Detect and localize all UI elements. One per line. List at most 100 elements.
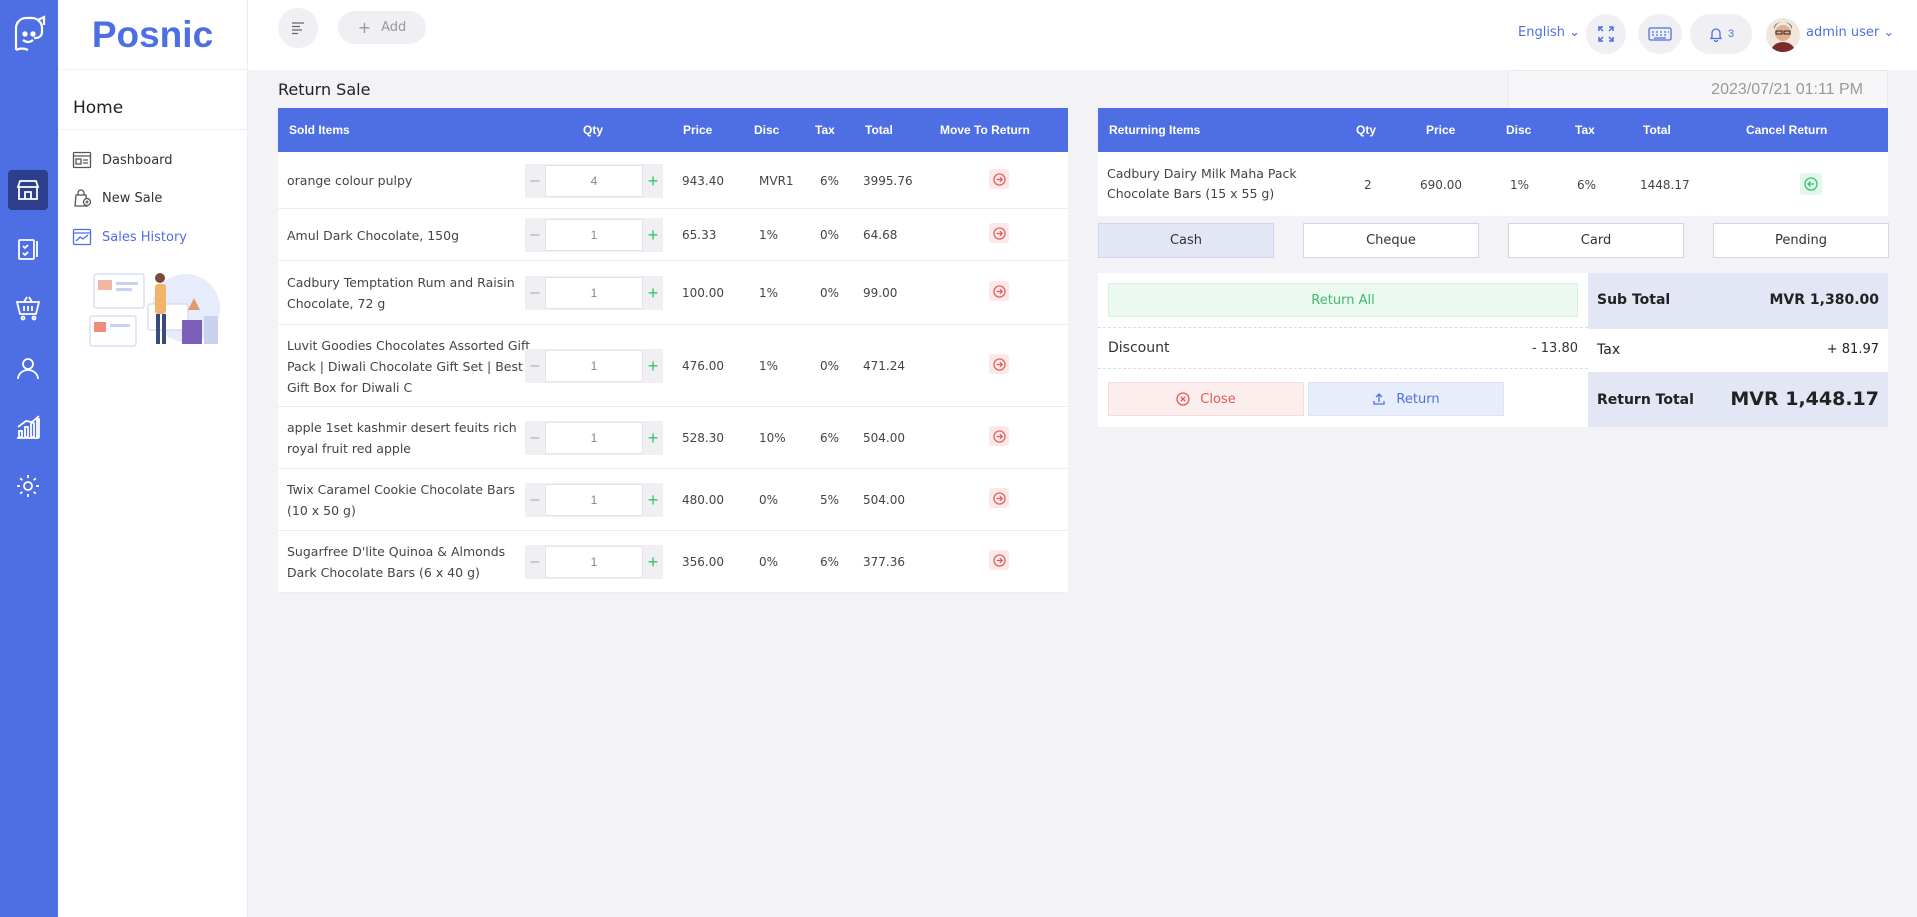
dashboard-icon: [72, 151, 92, 169]
tax-value: 0%: [820, 228, 840, 242]
add-button[interactable]: + Add: [338, 11, 426, 44]
decrement-button[interactable]: –: [530, 429, 540, 446]
item-name-line: Cadbury Dairy Milk Maha Pack: [1107, 166, 1297, 181]
close-button[interactable]: Close: [1108, 382, 1304, 416]
qty-input[interactable]: 1: [545, 277, 643, 309]
menu-item-dashboard[interactable]: Dashboard: [72, 150, 173, 170]
header-move-to-return: Move To Return: [940, 123, 1030, 137]
increment-button[interactable]: +: [647, 427, 659, 448]
item-name-line: Twix Caramel Cookie Chocolate Bars: [287, 482, 515, 497]
item-name-line: Chocolate, 72 g: [287, 296, 386, 311]
qty-input[interactable]: 1: [545, 484, 643, 516]
keyboard-button[interactable]: [1638, 14, 1682, 54]
item-name-line: Amul Dark Chocolate, 150g: [287, 228, 460, 243]
store-icon[interactable]: [8, 170, 48, 210]
total-value: 99.00: [863, 286, 898, 300]
disc-value: 0%: [759, 555, 779, 569]
tax-value: 0%: [820, 359, 840, 373]
qty-input[interactable]: 4: [545, 165, 643, 197]
page-title: Return Sale: [278, 80, 371, 99]
avatar[interactable]: [1766, 18, 1800, 52]
item-name: Luvit Goodies Chocolates Assorted Gift Pa…: [287, 335, 530, 398]
increment-button[interactable]: +: [647, 489, 659, 510]
decrement-button[interactable]: –: [530, 553, 540, 570]
logo-icon: [14, 15, 46, 52]
menu-toggle-button[interactable]: [278, 8, 318, 48]
header-disc: Disc: [1506, 123, 1532, 137]
language-selector[interactable]: English ⌄: [1518, 25, 1580, 40]
payment-cash-button[interactable]: Cash: [1098, 223, 1274, 258]
increment-button[interactable]: +: [647, 170, 659, 191]
discount-row: Discount - 13.80: [1098, 327, 1588, 369]
quantity-stepper[interactable]: –4 +: [525, 164, 663, 198]
tax-row: Tax + 81.97: [1588, 328, 1888, 373]
item-name: Amul Dark Chocolate, 150g: [287, 225, 459, 246]
settings-icon[interactable]: [8, 466, 48, 506]
header-tax: Tax: [815, 123, 835, 137]
increment-button[interactable]: +: [647, 551, 659, 572]
qty-input[interactable]: 1: [545, 350, 643, 382]
payment-card-button[interactable]: Card: [1508, 223, 1684, 258]
decrement-button[interactable]: –: [530, 357, 540, 374]
move-to-return-button[interactable]: [989, 223, 1009, 243]
move-to-return-button[interactable]: [989, 426, 1009, 446]
user-icon[interactable]: [8, 348, 48, 388]
top-bar: + Add English ⌄ 3 admin user ⌄: [248, 0, 1917, 70]
quantity-stepper[interactable]: –1 +: [525, 545, 663, 579]
analytics-icon[interactable]: [8, 407, 48, 447]
qty-input[interactable]: 1: [545, 546, 643, 578]
table-row: Sugarfree D'lite Quinoa & Almonds Dark Ch…: [278, 531, 1068, 593]
payment-cheque-button[interactable]: Cheque: [1303, 223, 1479, 258]
discount-value: - 13.80: [1531, 341, 1578, 356]
total-value: 1448.17: [1640, 178, 1690, 192]
menu-item-sales-history[interactable]: Sales History: [72, 227, 187, 247]
decrement-button[interactable]: –: [530, 172, 540, 189]
move-to-return-button[interactable]: [989, 354, 1009, 374]
notifications-button[interactable]: 3: [1690, 14, 1752, 54]
qty-input[interactable]: 1: [545, 219, 643, 251]
quantity-stepper[interactable]: –1 +: [525, 421, 663, 455]
item-name-line: Sugarfree D'lite Quinoa & Almonds: [287, 544, 506, 559]
sales-history-icon: [72, 228, 92, 246]
return-button[interactable]: Return: [1308, 382, 1504, 416]
quantity-stepper[interactable]: –1 +: [525, 218, 663, 252]
cart-icon[interactable]: [8, 288, 48, 328]
clipboard-icon[interactable]: [8, 229, 48, 269]
increment-button[interactable]: +: [647, 355, 659, 376]
tax-value: 6%: [820, 431, 840, 445]
price-value: 480.00: [682, 493, 724, 507]
total-value: 471.24: [863, 359, 905, 373]
item-name: Twix Caramel Cookie Chocolate Bars (10 x …: [287, 479, 515, 521]
header-disc: Disc: [754, 123, 780, 137]
quantity-stepper[interactable]: –1 +: [525, 483, 663, 517]
move-to-return-button[interactable]: [989, 550, 1009, 570]
item-name-line: Cadbury Temptation Rum and Raisin: [287, 275, 515, 290]
item-name-line: royal fruit red apple: [287, 441, 411, 456]
qty-input[interactable]: 1: [545, 422, 643, 454]
payment-pending-button[interactable]: Pending: [1713, 223, 1889, 258]
header-cancel-return: Cancel Return: [1746, 123, 1828, 137]
user-menu[interactable]: admin user ⌄: [1806, 25, 1894, 40]
item-name-line: apple 1set kashmir desert feuits rich: [287, 420, 517, 435]
add-label: Add: [381, 20, 407, 35]
increment-button[interactable]: +: [647, 282, 659, 303]
table-row: apple 1set kashmir desert feuits rich roy…: [278, 407, 1068, 469]
fullscreen-button[interactable]: [1586, 14, 1626, 54]
decrement-button[interactable]: –: [530, 284, 540, 301]
quantity-stepper[interactable]: –1 +: [525, 349, 663, 383]
move-to-return-button[interactable]: [989, 281, 1009, 301]
menu-item-new-sale[interactable]: New Sale: [72, 188, 162, 208]
decrement-button[interactable]: –: [530, 226, 540, 243]
returning-items-table: Returning Items Qty Price Disc Tax Total…: [1098, 108, 1888, 216]
move-to-return-button[interactable]: [989, 488, 1009, 508]
increment-button[interactable]: +: [647, 224, 659, 245]
cancel-return-button[interactable]: [1800, 173, 1822, 195]
tax-label: Tax: [1597, 342, 1621, 358]
move-to-return-button[interactable]: [989, 169, 1009, 189]
table-row: Twix Caramel Cookie Chocolate Bars (10 x …: [278, 469, 1068, 531]
item-name: apple 1set kashmir desert feuits rich roy…: [287, 417, 517, 459]
sub-total-row: Sub Total MVR 1,380.00: [1588, 273, 1888, 328]
quantity-stepper[interactable]: –1 +: [525, 276, 663, 310]
decrement-button[interactable]: –: [530, 491, 540, 508]
return-all-button[interactable]: Return All: [1108, 283, 1578, 317]
